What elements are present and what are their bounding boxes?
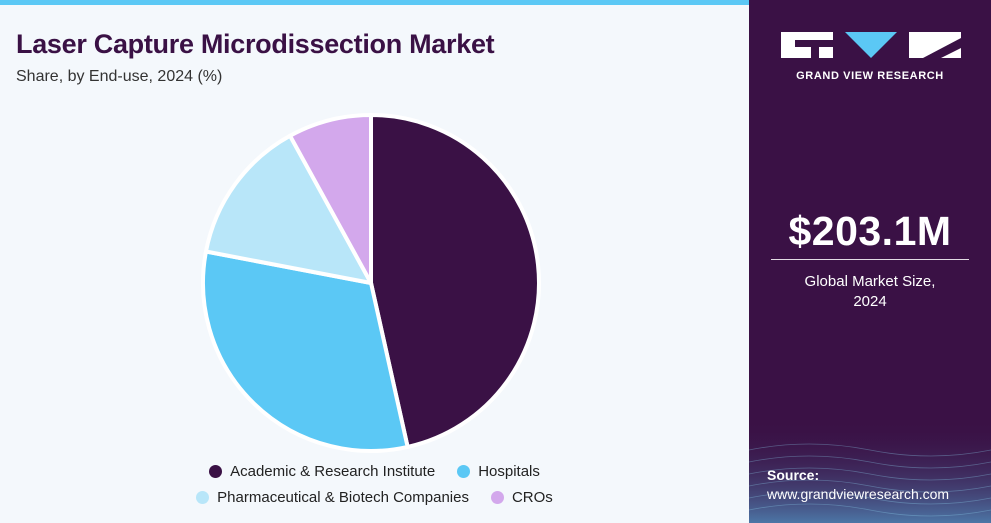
gvr-logo-icon: [781, 32, 961, 58]
chart-title: Laser Capture Microdissection Market: [16, 29, 495, 59]
source-label: Source:: [767, 467, 820, 483]
pie-chart: [201, 113, 541, 453]
pie-slice-academic: [369, 113, 541, 449]
legend-item-academic: Academic & Research Institute: [209, 463, 435, 480]
legend-swatch-pharma: [196, 491, 210, 504]
legend-swatch-academic: [209, 465, 223, 478]
market-size-label-line2: 2024: [853, 293, 887, 310]
legend-row-2: Pharmaceutical & Biotech Companies CROs: [0, 489, 749, 506]
brand-name: GRAND VIEW RESEARCH: [796, 70, 944, 82]
legend-label-pharma: Pharmaceutical & Biotech Companies: [217, 489, 469, 506]
legend-item-hospitals: Hospitals: [457, 463, 540, 480]
legend-label-cros: CROs: [511, 489, 553, 506]
legend-swatch-cros: [490, 491, 504, 504]
pie-slice-pharma: [203, 133, 373, 285]
divider: [771, 259, 969, 260]
chart-subtitle: Share, by End-use, 2024 (%): [16, 68, 223, 85]
summary-panel: GRAND VIEW RESEARCH $203.1M Global Marke…: [749, 0, 991, 523]
legend-label-academic: Academic & Research Institute: [230, 463, 436, 480]
pie-slice-hospitals: [201, 249, 410, 453]
legend-item-pharma: Pharmaceutical & Biotech Companies: [196, 489, 469, 506]
market-size-label-line1: Global Market Size,: [804, 273, 936, 290]
source-url[interactable]: www.grandviewresearch.com: [767, 486, 950, 502]
chart-panel: Laser Capture Microdissection Market Sha…: [0, 0, 749, 523]
legend-row-1: Academic & Research Institute Hospitals: [0, 463, 749, 480]
legend-item-cros: CROs: [490, 489, 553, 506]
market-size-value: $203.1M: [788, 208, 952, 254]
pie-slice-cros: [288, 113, 373, 285]
legend-swatch-hospitals: [457, 465, 471, 478]
legend-label-hospitals: Hospitals: [478, 463, 540, 480]
wave-decoration: [749, 420, 991, 523]
market-size-label: Global Market Size, 2024: [749, 272, 991, 312]
